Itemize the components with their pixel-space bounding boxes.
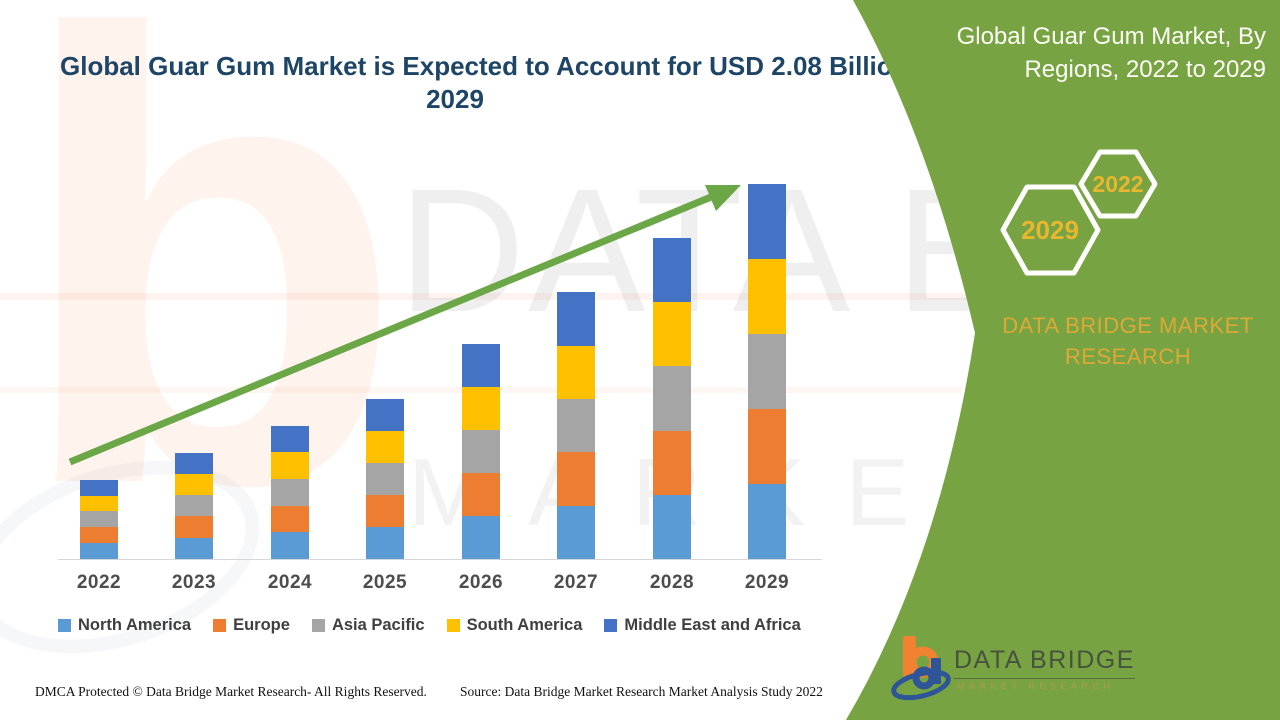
legend-item: Europe	[213, 616, 290, 635]
bar-segment-north-america	[462, 516, 500, 559]
page-title-line2: 2029	[426, 84, 484, 114]
bar-segment-north-america	[80, 543, 118, 559]
stacked-bar-chart: 2022 2023 2024 2025 2026 2027 2028 2029	[58, 183, 822, 593]
legend-swatch	[311, 619, 325, 632]
bar-segment-europe	[557, 452, 595, 506]
brand-line1: DATA BRIDGE MARKET	[1002, 313, 1254, 338]
bar-segment-middle-east-and-africa	[366, 398, 404, 431]
legend-label: North America	[78, 616, 192, 634]
x-axis-label: 2024	[267, 572, 313, 593]
x-axis-label: 2028	[649, 572, 695, 593]
bar-segment-asia-pacific	[748, 333, 786, 409]
x-axis-line	[58, 559, 822, 560]
hexagon-2029-label: 2029	[1021, 215, 1079, 245]
legend-item: South America	[446, 616, 583, 635]
page-title: Global Guar Gum Market is Expected to Ac…	[60, 50, 947, 116]
x-axis-label: 2025	[362, 572, 408, 593]
bar-segment-europe	[175, 516, 213, 538]
chart-legend: North America Europe Asia Pacific South Ame…	[58, 616, 801, 635]
bar-segment-north-america	[557, 505, 595, 559]
logo-subtitle: MARKET RESEARCH	[957, 681, 1115, 691]
bar-segment-south-america	[80, 495, 118, 512]
bar-segment-south-america	[271, 452, 309, 479]
brand-line2: RESEARCH	[1064, 344, 1192, 369]
bar-segment-europe	[462, 473, 500, 517]
bar-segment-south-america	[175, 473, 213, 496]
trend-arrow-icon	[68, 185, 741, 466]
bar-segment-middle-east-and-africa	[175, 452, 213, 474]
bar-segment-middle-east-and-africa	[557, 292, 595, 346]
bar-segment-middle-east-and-africa	[653, 238, 691, 303]
x-axis-label: 2026	[458, 572, 504, 593]
bar-segment-south-america	[748, 258, 786, 334]
bar-segment-europe	[653, 430, 691, 495]
legend-swatch	[58, 619, 71, 632]
brand-wordmark: DATA BRIDGE MARKET RESEARCH	[988, 310, 1268, 372]
bar-segment-asia-pacific	[271, 478, 309, 506]
bar-segment-asia-pacific	[366, 462, 404, 495]
bar-segment-europe	[80, 527, 118, 544]
bar-segment-north-america	[366, 526, 404, 559]
legend-label: Asia Pacific	[331, 616, 425, 634]
legend-label: Middle East and Africa	[624, 616, 801, 634]
legend-item: Asia Pacific	[311, 616, 425, 635]
bar-segment-middle-east-and-africa	[462, 344, 500, 388]
bar-segment-south-america	[557, 345, 595, 399]
page-title-line1: Global Guar Gum Market is Expected to Ac…	[60, 51, 947, 81]
bar-segment-south-america	[653, 302, 691, 367]
data-bridge-logo-icon	[891, 636, 951, 701]
bar-segment-south-america	[462, 387, 500, 431]
legend-swatch	[604, 619, 618, 632]
bar-segment-north-america	[748, 483, 786, 559]
bar-segment-asia-pacific	[653, 366, 691, 431]
bar-segment-europe	[271, 505, 309, 533]
footer-dmca-text: DMCA Protected © Data Bridge Market Rese…	[35, 684, 427, 699]
bar-segment-north-america	[653, 494, 691, 559]
bar-segment-asia-pacific	[557, 398, 595, 453]
x-axis-label: 2023	[171, 572, 217, 593]
year-hexagons: 2029 2022	[1000, 149, 1158, 276]
logo-name: DATA BRIDGE	[954, 646, 1135, 679]
legend-label: South America	[466, 616, 583, 634]
legend-swatch	[446, 619, 460, 632]
bar-segment-europe	[748, 408, 786, 484]
bar-segment-north-america	[175, 537, 213, 559]
bar-segment-asia-pacific	[80, 511, 118, 528]
data-bridge-logo: DATA BRIDGE MARKET RESEARCH	[890, 632, 1150, 712]
legend-label: Europe	[233, 616, 290, 634]
bar-segment-europe	[366, 494, 404, 527]
footer-source-text: Source: Data Bridge Market Research Mark…	[460, 684, 823, 699]
legend-item: North America	[58, 616, 191, 635]
x-axis-label: 2022	[76, 572, 122, 593]
bar-segment-north-america	[271, 532, 309, 559]
x-axis-label: 2027	[553, 572, 599, 593]
bar-segment-middle-east-and-africa	[80, 479, 118, 496]
legend-item: Middle East and Africa	[604, 616, 801, 635]
bar-segment-asia-pacific	[462, 430, 500, 474]
legend-swatch	[213, 619, 227, 632]
bar-segment-asia-pacific	[175, 495, 213, 517]
bar-segment-south-america	[366, 430, 404, 463]
panel-title: Global Guar Gum Market, By Regions, 2022…	[956, 23, 1266, 83]
x-axis-label: 2029	[744, 572, 790, 593]
bar-segment-middle-east-and-africa	[748, 183, 786, 259]
hexagon-2022-label: 2022	[1092, 171, 1143, 197]
bar-segment-middle-east-and-africa	[271, 425, 309, 453]
